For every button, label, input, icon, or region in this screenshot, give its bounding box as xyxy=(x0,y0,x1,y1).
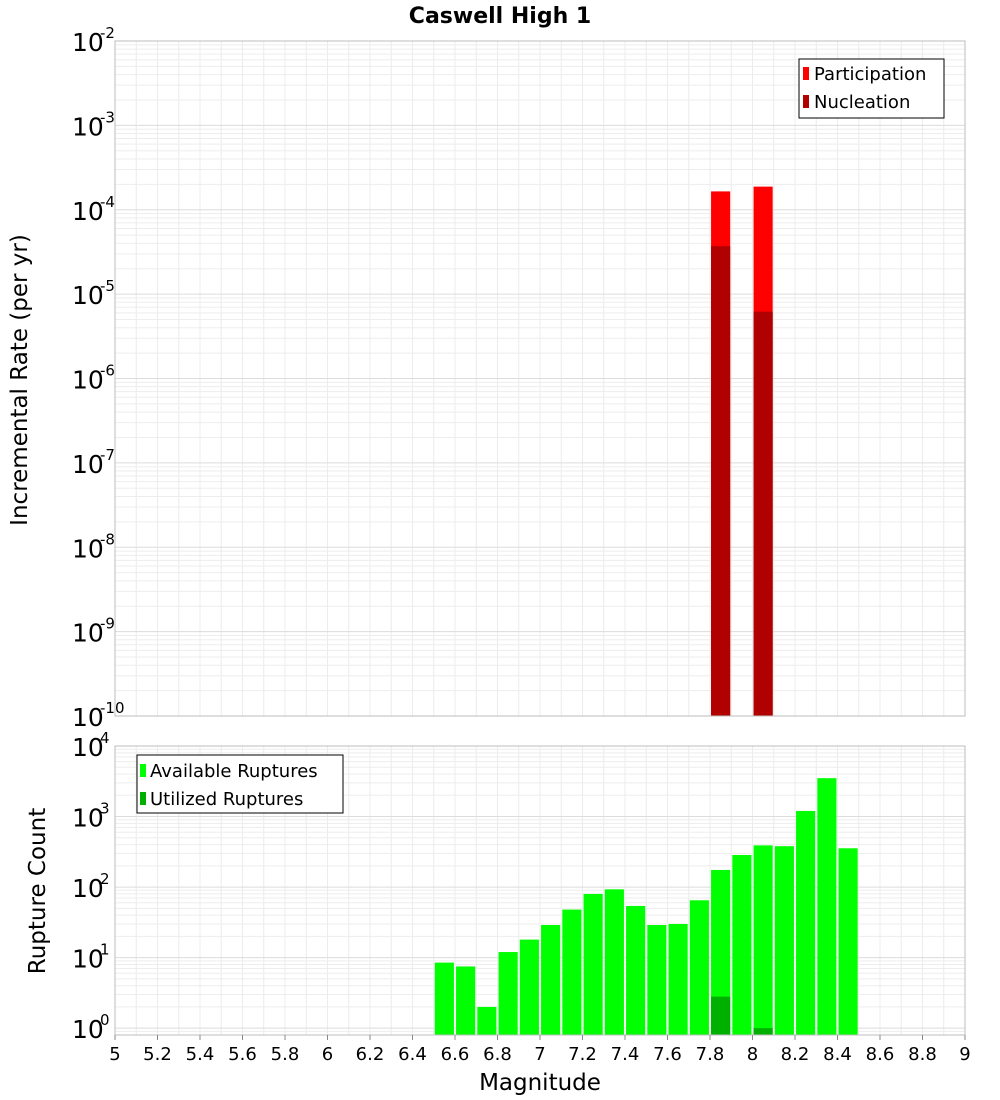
y-tick-exponent: -3 xyxy=(100,108,115,126)
y-tick-label: 10 xyxy=(72,619,104,648)
bar-available-ruptures xyxy=(711,869,731,1035)
y-tick-label: 10 xyxy=(72,112,104,141)
bar-available-ruptures xyxy=(562,909,582,1035)
legend-label-nucleation: Nucleation xyxy=(814,92,910,113)
rate-legend: Participation Nucleation xyxy=(798,58,945,119)
x-tick-label: 5.8 xyxy=(271,1044,300,1065)
count-legend-box xyxy=(136,754,344,814)
x-tick-label: 8.6 xyxy=(866,1044,895,1065)
bar-available-ruptures xyxy=(753,845,773,1035)
y-tick-exponent: -8 xyxy=(100,530,115,548)
bar-available-ruptures xyxy=(604,889,624,1035)
x-tick-label: 7 xyxy=(534,1044,545,1065)
rate-y-axis-label: Incremental Rate (per yr) xyxy=(7,234,33,526)
rate-plot-border xyxy=(114,40,966,717)
y-tick-exponent: 1 xyxy=(100,941,110,959)
bar-available-ruptures xyxy=(732,854,752,1035)
count-y-axis-label: Rupture Count xyxy=(25,808,51,974)
x-tick-label: 8.4 xyxy=(823,1044,852,1065)
legend-swatch-nucleation xyxy=(803,95,809,108)
x-tick-label: 6.4 xyxy=(398,1044,427,1065)
bar-available-ruptures xyxy=(689,900,709,1035)
rate-legend-box xyxy=(798,58,945,119)
x-tick-label: 6.8 xyxy=(483,1044,512,1065)
x-tick-label: 8.8 xyxy=(908,1044,937,1065)
bar-utilized-ruptures xyxy=(711,996,731,1035)
x-tick-label: 5 xyxy=(109,1044,120,1065)
y-tick-label: 10 xyxy=(72,874,104,903)
x-tick-label: 7.8 xyxy=(696,1044,725,1065)
x-tick-label: 7.2 xyxy=(568,1044,597,1065)
x-tick-label: 6.2 xyxy=(356,1044,385,1065)
legend-label-utilized: Utilized Ruptures xyxy=(150,789,303,810)
y-tick-exponent: 0 xyxy=(100,1011,110,1029)
bar-available-ruptures xyxy=(456,966,476,1035)
y-tick-label: 10 xyxy=(72,366,104,395)
y-tick-label: 10 xyxy=(72,945,104,974)
y-tick-exponent: -7 xyxy=(100,446,115,464)
x-tick-label: 8.2 xyxy=(781,1044,810,1065)
bar-nucleation xyxy=(711,246,731,716)
bar-available-ruptures xyxy=(796,810,816,1035)
y-tick-exponent: -2 xyxy=(100,24,115,42)
bar-available-ruptures xyxy=(583,893,603,1035)
bar-nucleation xyxy=(753,311,773,716)
bar-available-ruptures xyxy=(626,905,646,1035)
y-tick-exponent: 4 xyxy=(100,729,110,747)
x-axis-ticks: 5 5.2 5.4 5.6 5.8 6 6.2 6.4 6.6 6.8 7 7.2 7.4 7.6 7.8 8… xyxy=(109,1035,971,1065)
bar-utilized-ruptures xyxy=(753,1028,773,1035)
y-tick-label: 10 xyxy=(72,534,104,563)
y-tick-label: 10 xyxy=(72,28,104,57)
y-tick-exponent: -5 xyxy=(100,277,115,295)
bar-available-ruptures xyxy=(434,962,454,1035)
bar-available-ruptures xyxy=(774,846,794,1035)
x-tick-label: 5.4 xyxy=(186,1044,215,1065)
x-tick-label: 5.6 xyxy=(228,1044,257,1065)
y-tick-exponent: 3 xyxy=(100,800,110,818)
y-tick-label: 10 xyxy=(72,450,104,479)
x-tick-label: 6.6 xyxy=(441,1044,470,1065)
bar-available-ruptures xyxy=(541,925,561,1035)
y-tick-exponent: -4 xyxy=(100,193,115,211)
x-tick-label: 7.6 xyxy=(653,1044,682,1065)
y-tick-exponent: -6 xyxy=(100,362,115,380)
bar-available-ruptures xyxy=(498,952,518,1035)
y-tick-label: 10 xyxy=(72,733,104,762)
bar-available-ruptures xyxy=(519,939,539,1035)
count-bars xyxy=(434,778,858,1035)
legend-label-available: Available Ruptures xyxy=(150,761,318,782)
y-tick-label: 10 xyxy=(72,281,104,310)
rate-bars xyxy=(711,186,773,717)
x-tick-label: 9 xyxy=(959,1044,970,1065)
legend-swatch-available xyxy=(140,764,146,777)
x-axis-label: Magnitude xyxy=(479,1070,601,1096)
y-tick-label: 10 xyxy=(72,197,104,226)
x-tick-label: 8 xyxy=(747,1044,758,1065)
legend-swatch-participation xyxy=(803,67,809,80)
legend-label-participation: Participation xyxy=(814,64,926,85)
y-tick-exponent: 2 xyxy=(100,870,110,888)
x-tick-label: 6 xyxy=(322,1044,333,1065)
y-tick-label: 10 xyxy=(72,804,104,833)
y-tick-label: 10 xyxy=(72,703,104,732)
bar-available-ruptures xyxy=(477,1006,497,1035)
bar-available-ruptures xyxy=(838,848,858,1035)
bar-available-ruptures xyxy=(647,925,667,1035)
rate-gridlines xyxy=(114,41,966,717)
legend-swatch-utilized xyxy=(140,792,146,805)
y-tick-exponent: -10 xyxy=(100,699,125,717)
bar-available-ruptures xyxy=(817,778,837,1035)
x-tick-label: 7.4 xyxy=(611,1044,640,1065)
y-tick-label: 10 xyxy=(72,1015,104,1044)
chart-title: Caswell High 1 xyxy=(409,4,591,29)
bar-available-ruptures xyxy=(668,923,688,1035)
x-tick-label: 5.2 xyxy=(143,1044,172,1065)
count-legend: Available Ruptures Utilized Ruptures xyxy=(136,754,344,814)
y-tick-exponent: -9 xyxy=(100,615,115,633)
